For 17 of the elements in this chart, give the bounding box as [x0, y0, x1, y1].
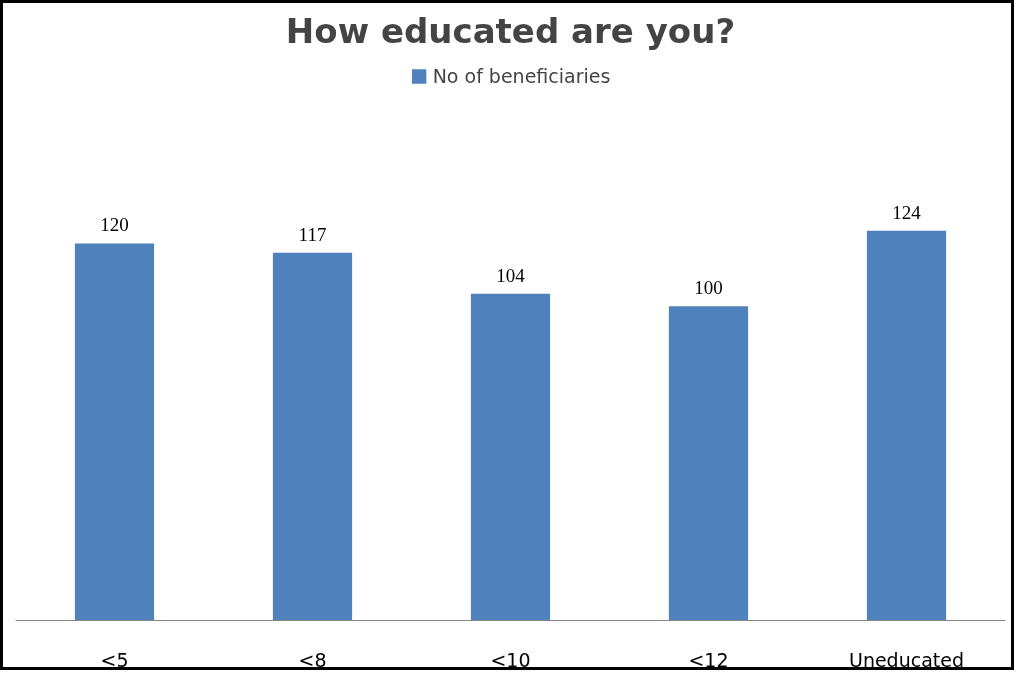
- x-tick-label: <5: [100, 648, 129, 671]
- bar: [668, 306, 749, 621]
- x-tick-label: <12: [688, 648, 729, 671]
- data-label: 120: [100, 214, 129, 236]
- data-label: 100: [694, 277, 723, 299]
- data-label: 117: [298, 223, 327, 245]
- bar: [74, 243, 155, 621]
- bar: [470, 293, 551, 621]
- x-tick-label: <10: [490, 648, 531, 671]
- data-label: 124: [892, 201, 922, 223]
- bar: [866, 230, 947, 621]
- chart-title: How educated are you?: [285, 10, 736, 51]
- x-tick-label: <8: [298, 648, 327, 671]
- legend-label: No of beneficiaries: [432, 65, 611, 87]
- bar: [272, 252, 353, 621]
- x-tick-label: Uneducated: [848, 648, 965, 671]
- data-label: 104: [496, 264, 526, 286]
